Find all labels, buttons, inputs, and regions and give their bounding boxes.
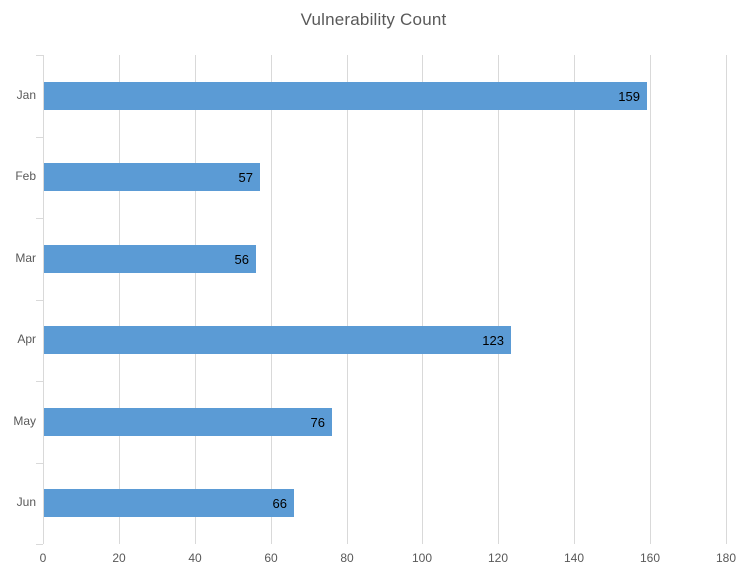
category-label-apr: Apr <box>17 332 36 346</box>
x-tick-label-80: 80 <box>340 551 354 565</box>
data-label-may: 76 <box>310 414 325 430</box>
gridline-100 <box>422 55 424 544</box>
axis-tick <box>36 381 43 382</box>
x-tick-label-160: 160 <box>639 551 661 565</box>
axis-tick <box>36 218 43 219</box>
gridline-140 <box>574 55 576 544</box>
category-label-mar: Mar <box>15 251 36 265</box>
bar-jun: 66 <box>44 489 294 517</box>
axis-tick <box>36 137 43 138</box>
gridline-40 <box>194 55 196 544</box>
gridline-180 <box>726 55 727 544</box>
x-tick-label-20: 20 <box>112 551 126 565</box>
category-label-jan: Jan <box>16 88 36 102</box>
data-label-jan: 159 <box>618 88 640 104</box>
axis-tick <box>36 463 43 464</box>
axis-tick <box>36 55 43 56</box>
category-label-may: May <box>13 414 36 428</box>
x-tick-label-180: 180 <box>715 551 737 565</box>
gridline-160 <box>650 55 652 544</box>
gridline-20 <box>118 55 120 544</box>
x-tick-label-40: 40 <box>188 551 202 565</box>
category-axis-line <box>43 55 44 544</box>
category-label-jun: Jun <box>16 495 36 509</box>
data-label-feb: 57 <box>238 169 253 185</box>
data-label-apr: 123 <box>482 332 504 348</box>
category-label-feb: Feb <box>15 169 36 183</box>
data-label-mar: 56 <box>234 251 249 267</box>
bar-mar: 56 <box>44 245 256 273</box>
gridline-60 <box>270 55 272 544</box>
x-tick-label-120: 120 <box>487 551 509 565</box>
bar-apr: 123 <box>44 326 511 354</box>
x-tick-label-0: 0 <box>39 551 47 565</box>
gridline-120 <box>498 55 500 544</box>
bar-may: 76 <box>44 408 332 436</box>
x-tick-label-100: 100 <box>411 551 433 565</box>
x-tick-label-140: 140 <box>563 551 585 565</box>
x-tick-label-60: 60 <box>264 551 278 565</box>
axis-tick <box>36 300 43 301</box>
chart-title: Vulnerability Count <box>300 10 447 29</box>
axis-tick <box>36 544 43 545</box>
data-label-jun: 66 <box>272 495 287 511</box>
bar-jan: 159 <box>44 82 647 110</box>
gridline-80 <box>346 55 348 544</box>
bar-feb: 57 <box>44 163 260 191</box>
